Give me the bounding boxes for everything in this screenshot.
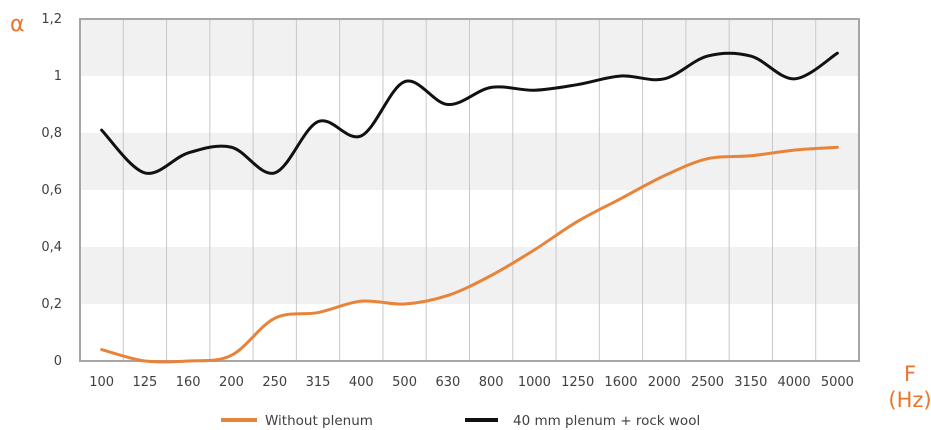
x-tick-label: 3150 [734,375,767,390]
y-tick-label: 0,8 [41,126,62,141]
x-tick-label: 4000 [778,375,811,390]
x-tick-label: 1250 [561,375,594,390]
x-tick-label: 250 [262,375,287,390]
x-tick-label: 125 [133,375,158,390]
legend-label-without-plenum: Without plenum [265,413,373,429]
y-axis-label: α [10,12,25,37]
x-axis-label-f: F [904,362,916,386]
x-tick-label: 800 [479,375,504,390]
y-tick-label: 0,6 [41,183,62,198]
x-tick-label: 2000 [648,375,681,390]
x-tick-label: 2500 [691,375,724,390]
y-tick-label: 1,2 [41,12,62,27]
legend-label-plenum-rock-wool: 40 mm plenum + rock wool [513,413,700,429]
y-tick-label: 1 [54,69,62,84]
y-tick-label: 0 [54,354,62,369]
series-line-plenum-rock-wool [100,51,839,175]
x-tick-label: 630 [435,375,460,390]
y-tick-label: 0,2 [41,297,62,312]
x-tick-label: 5000 [821,375,854,390]
y-tick-label: 0,4 [41,240,62,255]
series-line-without-plenum [100,145,839,364]
y-tick-labels: 0 0,2 0,4 0,6 0,8 1 1,2 [41,12,62,369]
x-axis-label-unit: (Hz) [888,388,931,412]
x-tick-label: 160 [176,375,201,390]
legend: Without plenum 40 mm plenum + rock wool [221,413,700,429]
x-tick-label: 315 [306,375,331,390]
x-tick-label: 400 [349,375,374,390]
gridlines [122,19,817,361]
x-tick-label: 1600 [604,375,637,390]
x-tick-label: 500 [392,375,417,390]
x-tick-label: 1000 [518,375,551,390]
plot-frame [79,18,860,362]
series-lines [100,51,839,364]
x-tick-label: 200 [219,375,244,390]
x-tick-label: 100 [89,375,114,390]
x-tick-labels: 100 125 160 200 250 315 400 500 630 800 1000 1250 16… [89,375,854,390]
